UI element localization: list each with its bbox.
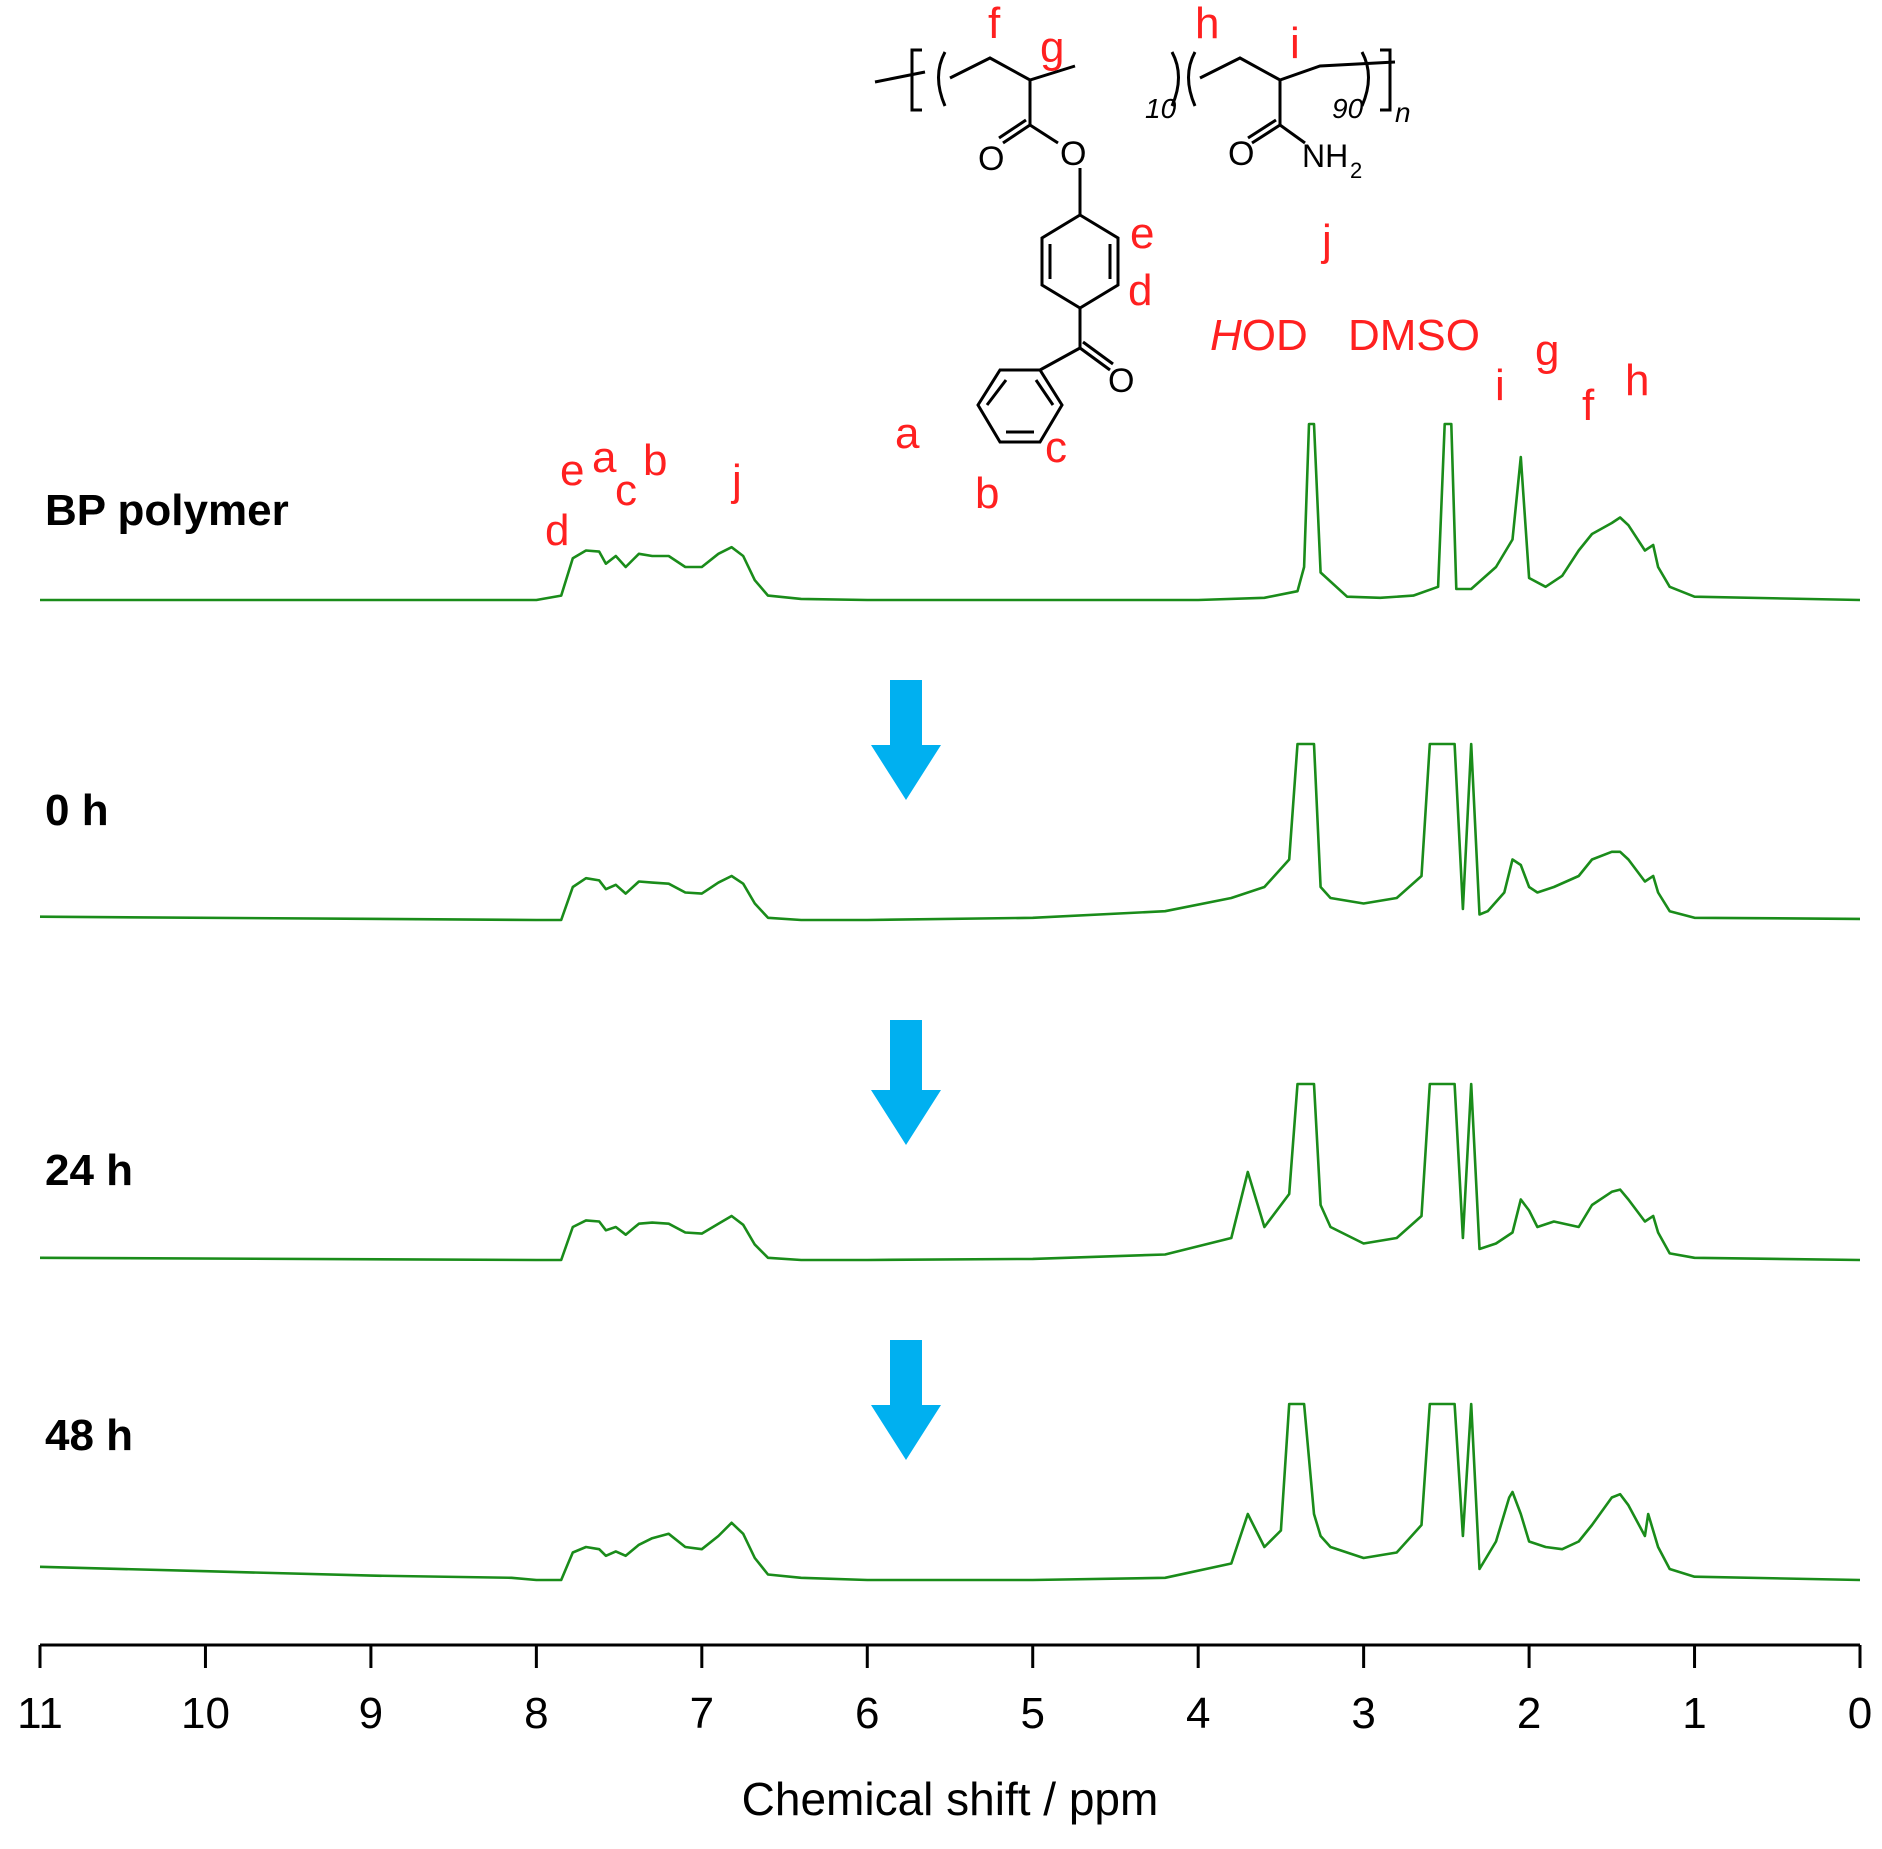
peak-label: i <box>1495 361 1505 410</box>
down-arrow <box>871 1340 941 1460</box>
peak-label: a <box>592 433 617 482</box>
structure-label: g <box>1040 23 1064 72</box>
x-tick-label: 10 <box>181 1689 230 1738</box>
peak-label: h <box>1625 356 1649 405</box>
x-tick-label: 8 <box>524 1689 548 1738</box>
peak-label: j <box>730 456 742 505</box>
series-label: 0 h <box>45 786 109 835</box>
x-axis: 11 10 9 8 7 6 5 4 3 2 1 0 Chemical shift / ppm <box>17 1643 1872 1825</box>
spectra-group <box>39 422 1861 1582</box>
structure-label: i <box>1290 19 1300 68</box>
series-label: BP polymer <box>45 486 289 535</box>
peak-label: DMSO <box>1348 311 1480 360</box>
structure-atom: O <box>1228 135 1254 173</box>
structure-atom: O <box>1108 362 1134 400</box>
structure-text: f g h i ed j a cb 10 90 n O O O NH 2 O <box>895 0 1411 518</box>
x-tick-label: 4 <box>1186 1689 1210 1738</box>
structure-label: a <box>895 409 920 458</box>
structure-atom: O <box>978 140 1004 178</box>
x-tick-label: 9 <box>359 1689 383 1738</box>
peak-label: HOD <box>1210 311 1308 360</box>
structure-label: f <box>988 0 1001 48</box>
x-tick-label: 0 <box>1848 1689 1872 1738</box>
peak-label: f <box>1582 381 1595 430</box>
series-label: 24 h <box>45 1146 133 1195</box>
x-tick-label: 7 <box>690 1689 714 1738</box>
peak-label: d <box>545 506 569 555</box>
spectrum-line <box>39 742 1861 922</box>
series-label: 48 h <box>45 1411 133 1460</box>
structure-label: b <box>975 469 999 518</box>
peak-label: b <box>643 436 667 485</box>
structure-label: h <box>1195 0 1219 48</box>
x-tick-label: 5 <box>1020 1689 1044 1738</box>
peak-label: c <box>615 466 637 515</box>
structure-label: d <box>1128 266 1152 315</box>
x-tick-label: 1 <box>1682 1689 1706 1738</box>
structure-atom: 2 <box>1350 158 1362 183</box>
x-tick-label: 3 <box>1351 1689 1375 1738</box>
x-ticks: 11 10 9 8 7 6 5 4 3 2 1 0 <box>17 1645 1872 1738</box>
structure-subscript: 90 <box>1332 93 1364 124</box>
spectrum-line <box>39 1082 1861 1262</box>
x-tick-label: 6 <box>855 1689 879 1738</box>
series-labels: BP polymer 0 h 24 h 48 h <box>45 486 289 1460</box>
down-arrow <box>871 680 941 800</box>
polymer-structure-drawing <box>874 48 1396 444</box>
structure-subscript: 10 <box>1145 93 1177 124</box>
peak-label: e <box>560 446 584 495</box>
x-tick-label: 2 <box>1517 1689 1541 1738</box>
reaction-arrows <box>871 680 941 1460</box>
structure-atom: NH <box>1302 138 1348 174</box>
structure-subscript: n <box>1395 97 1411 128</box>
structure-label: j <box>1320 216 1332 265</box>
spectrum-line <box>39 1402 1861 1582</box>
structure-label: e <box>1130 209 1154 258</box>
x-axis-label: Chemical shift / ppm <box>742 1773 1159 1825</box>
structure-atom: O <box>1060 135 1086 173</box>
down-arrow <box>871 1020 941 1145</box>
x-tick-label: 11 <box>17 1689 63 1738</box>
structure-label: c <box>1045 423 1067 472</box>
peak-label: g <box>1535 326 1559 375</box>
spectrum-line <box>40 422 1861 602</box>
